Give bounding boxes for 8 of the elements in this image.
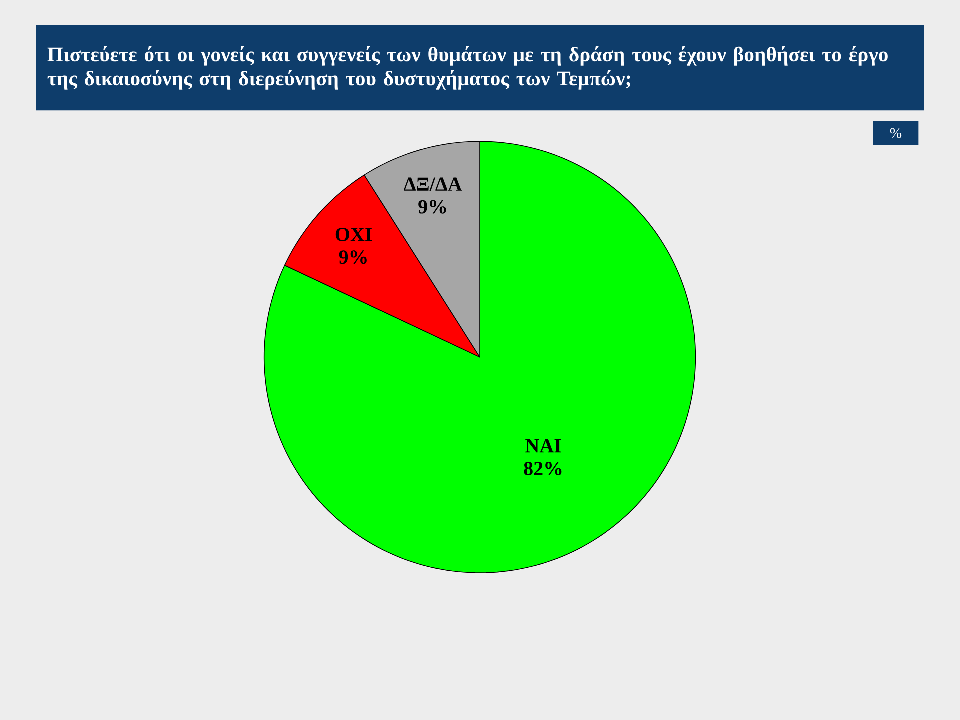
data-label: 82%: [524, 462, 562, 476]
slice-label: ΟΧΙ: [336, 228, 372, 242]
data-label: 9%: [418, 200, 446, 214]
data-label: 9%: [339, 250, 367, 264]
slice-label: ΔΞ/ΔΑ: [404, 178, 462, 192]
slice-label: ΝΑΙ: [526, 439, 562, 453]
text: %: [890, 128, 902, 138]
chart-title: Πιστεύετε ότι οι γονείς και συγγενείς των θυμάτων με τη δράση τους έχουν βοηθήσει το έργο της δικαιοσύνης στη διερεύνηση του δυστυχήματος των Τεμπών;: [48, 46, 888, 90]
